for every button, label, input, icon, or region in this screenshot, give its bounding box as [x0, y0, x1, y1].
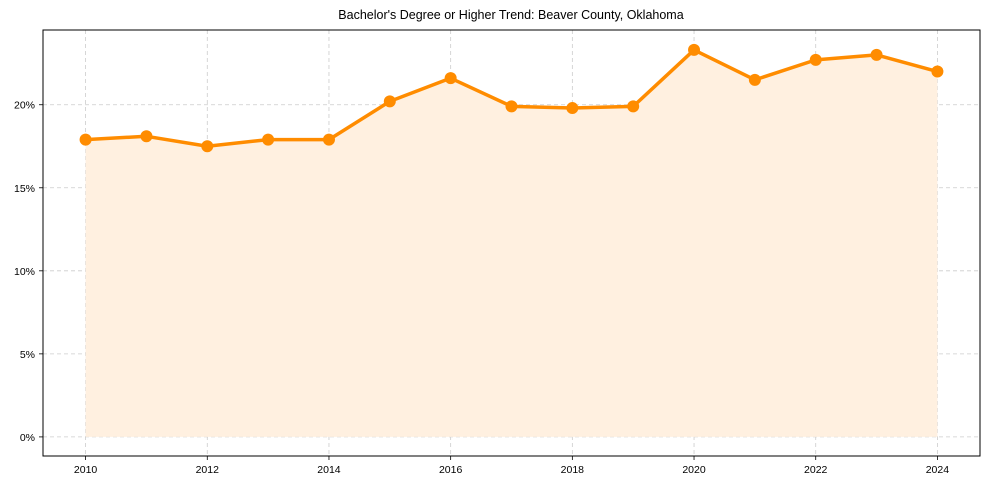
- area-fill-path: [85, 49, 938, 437]
- data-point-marker: [748, 73, 761, 86]
- y-tick-label: 5%: [20, 349, 35, 361]
- x-tick-label: 2016: [439, 464, 463, 476]
- plot-frame: [42, 29, 981, 457]
- x-tick-label: 2024: [926, 464, 950, 476]
- x-tick-label: 2020: [682, 464, 706, 476]
- data-point-marker: [809, 53, 822, 66]
- x-tick-label: 2018: [561, 464, 585, 476]
- y-tick-label: 10%: [14, 266, 35, 278]
- y-tick-label: 20%: [14, 100, 35, 112]
- x-axis-ticks: 2010 2012 2014 2016 2018 2020 2022 2024: [74, 456, 949, 476]
- data-point-marker: [566, 102, 579, 115]
- data-point-marker: [627, 100, 640, 113]
- x-tick-label: 2014: [317, 464, 341, 476]
- x-tick-label: 2022: [804, 464, 828, 476]
- data-point-marker: [931, 65, 944, 78]
- data-point-marker: [444, 72, 457, 85]
- x-tick-label: 2012: [196, 464, 220, 476]
- data-point-marker: [383, 95, 396, 108]
- data-point-marker: [688, 43, 701, 56]
- data-point-marker: [505, 100, 518, 113]
- x-tick-label: 2010: [74, 464, 98, 476]
- data-point-marker: [201, 140, 214, 153]
- data-point-marker: [322, 133, 335, 146]
- data-point-marker: [140, 130, 153, 143]
- y-axis-ticks: 0% 5% 10% 15% 20%: [14, 100, 43, 444]
- data-point-marker: [79, 133, 92, 146]
- data-point-marker: [870, 48, 883, 61]
- y-tick-label: 15%: [14, 183, 35, 195]
- area-fill: [85, 49, 938, 437]
- data-markers: [79, 43, 944, 153]
- y-tick-label: 0%: [20, 432, 35, 444]
- data-point-marker: [262, 133, 275, 146]
- chart-title: Bachelor's Degree or Higher Trend: Beave…: [338, 8, 684, 22]
